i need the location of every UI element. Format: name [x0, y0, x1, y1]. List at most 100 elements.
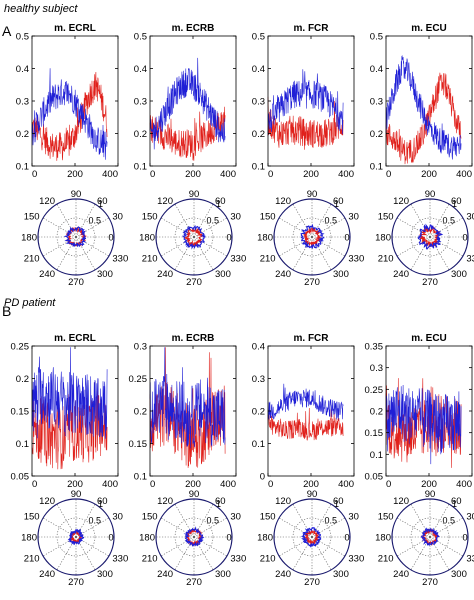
polar-angle-label: 30 — [466, 512, 474, 523]
y-tick-label: 0.4 — [252, 342, 265, 353]
polar-angle-label: 300 — [215, 269, 231, 280]
polar-angle-label: 30 — [112, 212, 123, 223]
y-tick-label: 0.05 — [11, 472, 30, 483]
polar-angle-label: 30 — [466, 212, 474, 223]
x-tick-label: 0 — [150, 169, 155, 180]
polar-angle-label: 180 — [257, 533, 273, 544]
polar-angle-label: 330 — [466, 254, 474, 265]
polar-angle-label: 60 — [97, 196, 108, 207]
polar-angle-label: 90 — [425, 489, 436, 500]
y-tick-label: 0.3 — [252, 97, 265, 108]
chart-title: m. ECRB — [172, 333, 215, 344]
polar-angle-label: 0 — [344, 233, 349, 244]
line-chart-b-4: m. ECU0.050.10.150.20.250.30.350 200 400 — [365, 333, 473, 490]
polar-angle-label: 120 — [157, 196, 173, 207]
y-tick-label: 0.05 — [365, 472, 384, 483]
polar-angle-label: 210 — [24, 554, 40, 565]
polar-angle-label: 240 — [275, 269, 291, 280]
polar-angle-label: 90 — [307, 489, 318, 500]
polar-angle-label: 240 — [393, 269, 409, 280]
polar-angle-label: 330 — [230, 554, 246, 565]
polar-radial-label: 0.5 — [207, 516, 220, 526]
polar-radial-label: 0.5 — [443, 216, 456, 226]
polar-angle-label: 150 — [142, 512, 158, 523]
polar-angle-label: 120 — [39, 196, 55, 207]
polar-chart-b-2: 0.5 1 0 30 60 90 120 150 180 210 240 270 300 330 — [139, 489, 246, 588]
polar-angle-label: 30 — [348, 212, 359, 223]
line-chart-b-2: m. ECRB0.10.150.20.250.30 200 400 — [129, 333, 237, 490]
polar-radial-label: 0.5 — [443, 516, 456, 526]
y-tick-label: 0.3 — [16, 97, 29, 108]
y-tick-label: 0.3 — [370, 363, 383, 374]
y-tick-label: 0.3 — [134, 342, 147, 353]
y-tick-label: 0.35 — [365, 342, 384, 353]
polar-angle-label: 0 — [462, 533, 467, 544]
y-tick-label: 0.5 — [134, 32, 147, 43]
y-tick-label: 0.2 — [16, 374, 29, 385]
x-tick-label: 400 — [220, 169, 236, 180]
polar-angle-label: 210 — [260, 554, 276, 565]
x-tick-label: 0 — [268, 479, 273, 490]
polar-angle-label: 120 — [393, 196, 409, 207]
polar-angle-label: 150 — [378, 212, 394, 223]
polar-chart-a-3: 0.5 1 0 30 60 90 120 150 180 210 240 270 300 330 — [257, 189, 364, 288]
polar-angle-label: 180 — [375, 533, 391, 544]
y-tick-label: 0.2 — [134, 129, 147, 140]
polar-angle-label: 180 — [139, 233, 155, 244]
x-tick-label: 400 — [338, 479, 354, 490]
polar-angle-label: 210 — [378, 554, 394, 565]
polar-angle-label: 210 — [260, 254, 276, 265]
x-tick-label: 0 — [32, 169, 37, 180]
polar-angle-label: 0 — [344, 533, 349, 544]
polar-angle-label: 270 — [304, 577, 320, 588]
y-tick-label: 0.25 — [129, 374, 148, 385]
x-tick-label: 0 — [268, 169, 273, 180]
polar-angle-label: 60 — [215, 196, 226, 207]
panel-a-label: A — [2, 23, 12, 39]
polar-angle-label: 90 — [189, 489, 200, 500]
polar-angle-label: 150 — [24, 512, 40, 523]
polar-angle-label: 0 — [226, 233, 231, 244]
polar-angle-label: 0 — [108, 533, 113, 544]
y-tick-label: 0.1 — [252, 439, 265, 450]
x-tick-label: 400 — [456, 479, 472, 490]
polar-spoke — [430, 537, 463, 556]
y-tick-label: 0.2 — [134, 407, 147, 418]
y-tick-label: 0.15 — [11, 407, 30, 418]
polar-angle-label: 210 — [142, 554, 158, 565]
polar-angle-label: 240 — [157, 569, 173, 580]
x-tick-label: 400 — [338, 169, 354, 180]
x-tick-label: 400 — [220, 479, 236, 490]
polar-angle-label: 180 — [21, 233, 37, 244]
polar-angle-label: 90 — [71, 489, 82, 500]
polar-angle-label: 150 — [260, 512, 276, 523]
polar-angle-label: 270 — [68, 577, 84, 588]
polar-angle-label: 300 — [215, 569, 231, 580]
polar-angle-label: 30 — [230, 512, 241, 523]
y-tick-label: 0.5 — [16, 32, 29, 43]
chart-title: m. ECU — [411, 23, 447, 34]
polar-angle-label: 180 — [21, 533, 37, 544]
y-tick-label: 0.25 — [365, 385, 384, 396]
y-tick-label: 0.2 — [252, 407, 265, 418]
y-tick-label: 0.4 — [134, 64, 147, 75]
x-tick-label: 400 — [456, 169, 472, 180]
polar-angle-label: 90 — [307, 189, 318, 200]
polar-angle-label: 120 — [275, 496, 291, 507]
polar-angle-label: 240 — [157, 269, 173, 280]
chart-title: m. ECRL — [54, 333, 96, 344]
polar-angle-label: 270 — [422, 277, 438, 288]
line-chart-a-2: m. ECRB0.10.20.30.40.50 200 400 — [134, 23, 236, 180]
y-tick-label: 0.25 — [11, 342, 30, 353]
polar-radial-label: 0.5 — [89, 216, 102, 226]
line-chart-b-3: m. FCR 0 0.1 0.2 0.3 0.4 0 200 400 — [252, 333, 354, 490]
polar-angle-label: 90 — [425, 189, 436, 200]
polar-chart-b-1: 0.510306090120150180210240270300330 — [21, 489, 128, 588]
polar-angle-label: 270 — [186, 277, 202, 288]
y-tick-label: 0.15 — [129, 439, 148, 450]
y-tick-label: 0 — [260, 472, 265, 483]
x-tick-label: 0 — [386, 169, 391, 180]
y-tick-label: 0.4 — [370, 64, 383, 75]
y-tick-label: 0.1 — [370, 450, 383, 461]
line-chart-a-1: m. ECRL0.10.20.30.40.50 200 400 — [16, 23, 118, 180]
